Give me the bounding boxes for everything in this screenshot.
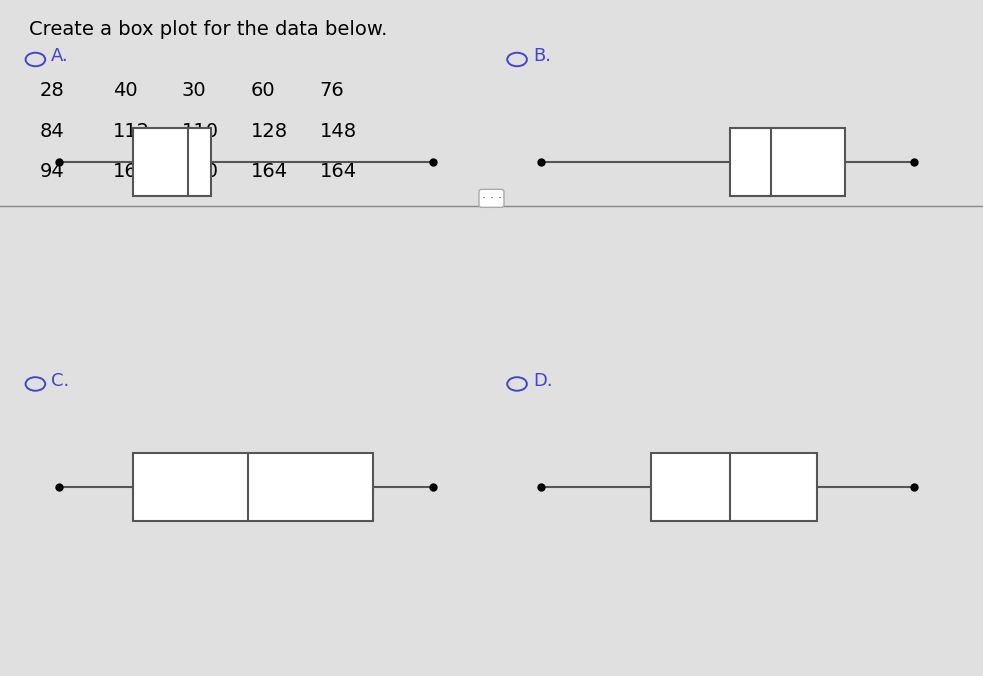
Text: 164: 164 bbox=[251, 162, 288, 181]
Bar bbox=[133, 453, 373, 521]
Text: 164: 164 bbox=[319, 162, 357, 181]
Text: C.: C. bbox=[51, 372, 70, 390]
Bar bbox=[729, 128, 845, 196]
Text: 60: 60 bbox=[251, 81, 275, 100]
Circle shape bbox=[26, 53, 45, 66]
Text: 84: 84 bbox=[39, 122, 64, 141]
Text: 190: 190 bbox=[182, 162, 219, 181]
Text: 30: 30 bbox=[182, 81, 206, 100]
Bar bbox=[652, 453, 817, 521]
Circle shape bbox=[507, 53, 527, 66]
Text: 112: 112 bbox=[113, 122, 150, 141]
Text: 128: 128 bbox=[251, 122, 288, 141]
Bar bbox=[133, 128, 211, 196]
Text: 94: 94 bbox=[39, 162, 64, 181]
Text: 148: 148 bbox=[319, 122, 357, 141]
Text: Create a box plot for the data below.: Create a box plot for the data below. bbox=[29, 20, 388, 39]
Text: A.: A. bbox=[51, 47, 69, 66]
Circle shape bbox=[507, 377, 527, 391]
Text: 28: 28 bbox=[39, 81, 64, 100]
Text: 160: 160 bbox=[113, 162, 150, 181]
Text: D.: D. bbox=[533, 372, 552, 390]
Circle shape bbox=[26, 377, 45, 391]
Text: 76: 76 bbox=[319, 81, 344, 100]
Text: 40: 40 bbox=[113, 81, 138, 100]
Text: B.: B. bbox=[533, 47, 550, 66]
Text: · · ·: · · · bbox=[482, 192, 501, 205]
Text: 110: 110 bbox=[182, 122, 219, 141]
